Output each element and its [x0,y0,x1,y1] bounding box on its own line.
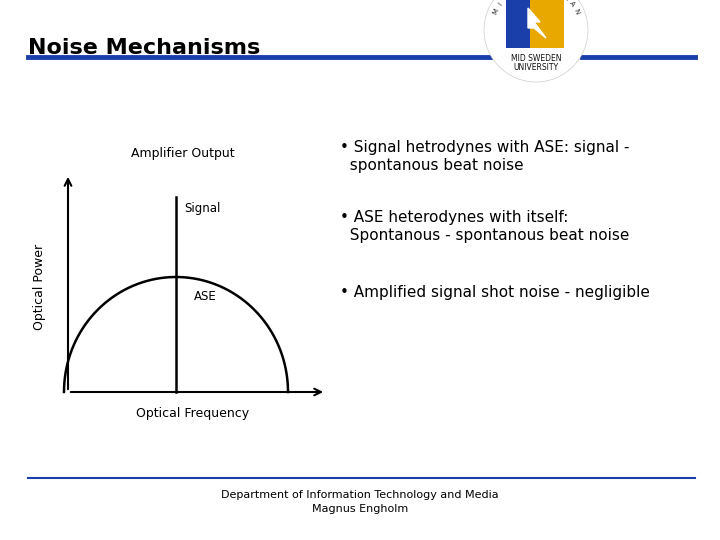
Text: Signal: Signal [184,202,220,215]
Circle shape [484,0,588,82]
Text: Optical Power: Optical Power [34,244,47,330]
Text: Department of Information Technology and Media: Department of Information Technology and… [221,490,499,500]
Text: Magnus Engholm: Magnus Engholm [312,504,408,514]
Text: T: T [503,0,510,2]
Bar [506,0,564,48]
Text: Noise Mechanisms: Noise Mechanisms [28,38,260,58]
Text: A: A [568,1,575,8]
Text: L: L [563,0,570,2]
Text: I: I [498,2,503,7]
Polygon shape [528,8,546,38]
Text: M: M [492,8,500,16]
Text: MID SWEDEN: MID SWEDEN [510,54,562,63]
Text: ASE: ASE [194,291,217,303]
Circle shape [518,30,526,39]
Text: Amplifier Output: Amplifier Output [131,147,235,160]
Text: UNIVERSITY: UNIVERSITY [513,63,559,72]
Text: • Amplified signal shot noise - negligible: • Amplified signal shot noise - negligib… [340,285,650,300]
Text: spontanous beat noise: spontanous beat noise [340,158,523,173]
Text: • ASE heterodynes with itself:: • ASE heterodynes with itself: [340,210,568,225]
Bar [506,0,531,48]
Text: Spontanous - spontanous beat noise: Spontanous - spontanous beat noise [340,228,629,243]
Text: • Signal hetrodynes with ASE: signal -: • Signal hetrodynes with ASE: signal - [340,140,629,155]
Text: Optical Frequency: Optical Frequency [136,408,250,421]
Text: N: N [572,8,580,15]
